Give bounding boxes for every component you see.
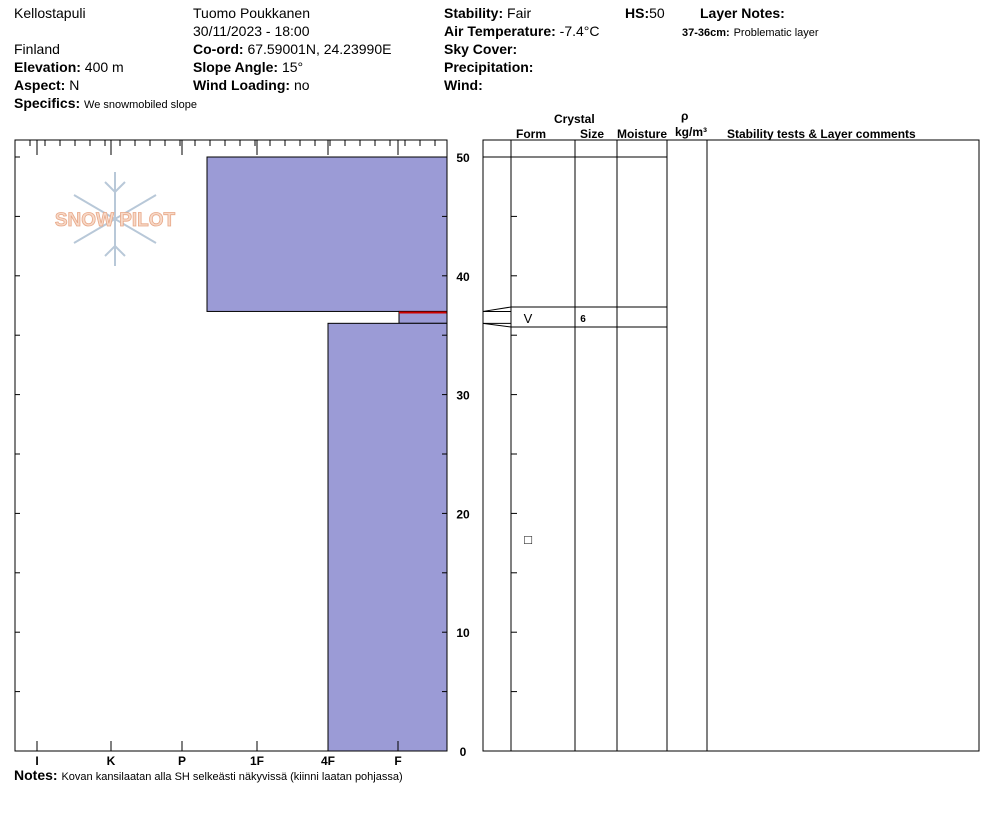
- layer-note: 37-36cm: Problematic layer: [682, 23, 819, 41]
- height-tick-label: 30: [456, 389, 470, 403]
- elevation-value: 400 m: [84, 59, 124, 75]
- wind-label: Wind:: [444, 77, 483, 93]
- hardness-plot-frame: [14, 139, 448, 752]
- crystal-header: Crystal: [554, 112, 595, 126]
- hardness-tick-label: 4F: [321, 754, 335, 768]
- coord-label: Co-ord:: [193, 41, 244, 57]
- snowpilot-logo: SNOW PILOT: [54, 172, 176, 266]
- specifics: Specifics: We snowmobiled slope: [14, 95, 197, 113]
- coord-value: 67.59001N, 24.23990E: [247, 41, 392, 57]
- slope-label: Slope Angle:: [193, 59, 279, 75]
- aspect-label: Aspect:: [14, 77, 66, 93]
- comments-header: Stability tests & Layer comments: [727, 127, 916, 141]
- layer-table-frame: [482, 139, 980, 752]
- precipitation-label: Precipitation:: [444, 59, 534, 75]
- slope-value: 15°: [281, 59, 304, 75]
- logo-text: SNOW PILOT: [55, 210, 176, 231]
- stability-value: Fair: [507, 5, 532, 21]
- coordinates: Co-ord: 67.59001N, 24.23990E: [193, 41, 391, 57]
- height-tick-label: 40: [456, 270, 470, 284]
- datetime: 30/11/2023 - 18:00: [193, 23, 310, 39]
- height-tick-label: 10: [456, 626, 470, 640]
- aspect: Aspect: N: [14, 77, 79, 93]
- observer: Tuomo Poukkanen: [193, 5, 310, 21]
- height-tick-label: 20: [456, 507, 470, 521]
- hardness-tick-label: K: [107, 754, 116, 768]
- specifics-label: Specifics:: [14, 95, 81, 111]
- form-header: Form: [516, 127, 546, 141]
- crystal-form-symbol: □: [524, 532, 532, 547]
- location: Kellostapuli: [14, 5, 86, 21]
- moisture-header: Moisture: [617, 127, 668, 141]
- wind-loading: Wind Loading: no: [193, 77, 310, 93]
- height-tick-label: 0: [460, 745, 467, 759]
- air-temp-value: -7.4°C: [559, 23, 600, 39]
- sky-cover-label: Sky Cover:: [444, 41, 518, 57]
- layer-note-text: Problematic layer: [733, 27, 819, 39]
- snow-height: HS:50: [625, 5, 665, 21]
- layer-notes-label: Layer Notes:: [700, 5, 785, 21]
- size-header: Size: [580, 127, 605, 141]
- air-temperature: Air Temperature: -7.4°C: [444, 23, 600, 39]
- hardness-tick-label: 1F: [250, 754, 264, 768]
- stability-label: Stability:: [444, 5, 504, 21]
- layer-connector-bottom: [482, 322, 512, 328]
- layer-bar: [206, 156, 448, 312]
- density-rho-header: ρ: [681, 109, 689, 123]
- density-unit-header: kg/m³: [675, 125, 708, 139]
- wind-loading-label: Wind Loading:: [193, 77, 291, 93]
- height-tick-label: 50: [456, 151, 470, 165]
- specifics-value: We snowmobiled slope: [84, 99, 197, 111]
- notes-label: Notes:: [14, 767, 58, 783]
- notes-text: Kovan kansilaatan alla SH selkeästi näky…: [61, 771, 403, 783]
- crystal-size-value: 6: [580, 314, 586, 325]
- country: Finland: [14, 41, 60, 57]
- air-temp-label: Air Temperature:: [444, 23, 556, 39]
- layer-bar: [327, 322, 448, 752]
- aspect-value: N: [69, 77, 80, 93]
- hardness-tick-label: P: [178, 754, 186, 768]
- elevation: Elevation: 400 m: [14, 59, 124, 75]
- notes: Notes: Kovan kansilaatan alla SH selkeäs…: [14, 767, 403, 785]
- elevation-label: Elevation:: [14, 59, 81, 75]
- layer-note-range: 37-36cm:: [682, 27, 730, 39]
- hardness-tick-label: F: [394, 754, 401, 768]
- crystal-form-symbol: V: [524, 311, 533, 326]
- hardness-tick-label: I: [35, 754, 38, 768]
- wind-loading-value: no: [293, 77, 310, 93]
- slope-angle: Slope Angle: 15°: [193, 59, 303, 75]
- stability: Stability: Fair: [444, 5, 531, 21]
- layer-connector-top: [482, 306, 512, 312]
- hs-label: HS:: [625, 5, 650, 21]
- hs-value: 50: [649, 5, 665, 21]
